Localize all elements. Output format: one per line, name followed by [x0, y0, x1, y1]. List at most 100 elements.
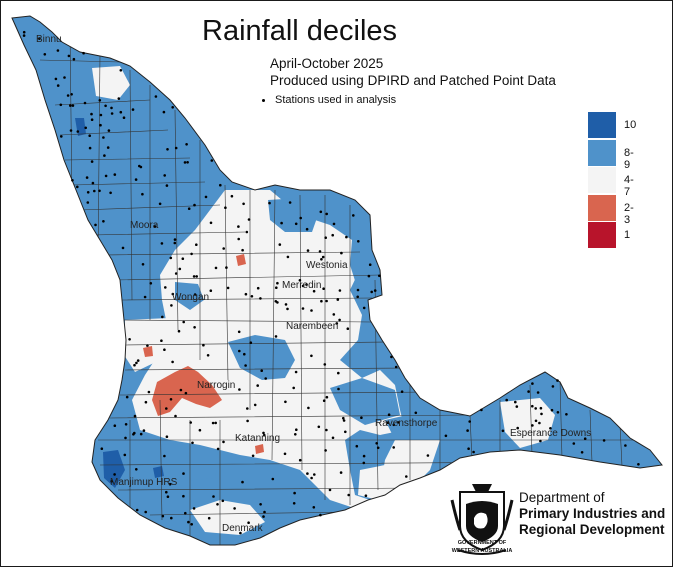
station-dot: [135, 508, 139, 512]
station-dot: [22, 34, 26, 37]
station-dot: [256, 384, 260, 387]
station-dot: [336, 298, 340, 301]
station-dot: [294, 222, 298, 226]
station-dot: [211, 421, 215, 425]
station-dot: [209, 221, 213, 225]
station-dot: [624, 444, 627, 447]
station-dot: [128, 338, 131, 341]
station-dot: [91, 181, 95, 185]
station-dot: [238, 349, 241, 353]
station-dot: [66, 94, 70, 97]
station-dot: [189, 421, 192, 424]
crest-icon: [450, 484, 514, 555]
station-dot: [98, 99, 102, 102]
station-dot: [165, 490, 168, 494]
station-dot: [356, 295, 360, 299]
station-dot: [224, 206, 227, 209]
stations-label: Stations used in analysis: [275, 94, 397, 106]
station-dot: [154, 95, 158, 98]
station-dot: [516, 426, 519, 430]
station-dot: [531, 382, 534, 385]
station-dot: [72, 57, 76, 61]
station-dot: [362, 306, 366, 310]
station-dot: [338, 318, 341, 322]
station-dot: [501, 429, 505, 433]
station-dot: [86, 191, 90, 194]
station-dot: [246, 407, 249, 410]
station-dot: [276, 281, 279, 285]
station-dot: [54, 77, 58, 81]
station-dot: [168, 482, 172, 486]
station-dot: [121, 246, 125, 250]
station-dot: [305, 283, 308, 286]
station-dot: [207, 516, 211, 520]
station-dot: [93, 189, 96, 193]
station-dot: [360, 416, 363, 420]
station-dot: [468, 420, 472, 423]
station-dot: [198, 428, 202, 432]
station-dot: [396, 421, 400, 424]
town-label: Narembeen: [286, 321, 339, 332]
station-dot: [22, 30, 26, 34]
map-title: Rainfall deciles: [202, 15, 398, 47]
station-dot: [565, 413, 568, 416]
station-dot: [293, 491, 296, 495]
station-dot: [244, 364, 247, 367]
station-dot: [378, 274, 381, 278]
station-dot: [174, 146, 178, 150]
station-dot: [142, 429, 146, 432]
station-dot: [60, 135, 63, 138]
station-dot: [86, 201, 90, 204]
station-dot: [131, 108, 135, 111]
station-dot: [556, 411, 560, 414]
station-dot: [171, 292, 175, 296]
station-dot: [88, 134, 91, 137]
station-dot: [143, 295, 147, 299]
station-dot: [237, 237, 240, 241]
station-dot: [144, 510, 147, 514]
station-dot: [318, 250, 322, 253]
station-dot: [76, 130, 80, 133]
station-dot: [387, 413, 391, 417]
station-dot: [192, 507, 196, 510]
station-dot: [222, 247, 225, 250]
station-dot: [313, 473, 316, 476]
station-dot: [328, 488, 332, 492]
station-dot: [226, 286, 230, 290]
station-dot-icon: [262, 98, 265, 102]
station-dot: [104, 174, 108, 178]
station-dot: [346, 327, 350, 331]
station-dot: [310, 476, 313, 480]
station-dot: [514, 400, 517, 404]
town-label: Wongan: [172, 292, 210, 303]
station-dot: [244, 292, 248, 296]
station-dot: [338, 289, 342, 292]
station-dot: [173, 238, 177, 241]
station-dot: [337, 387, 340, 391]
station-dot: [94, 223, 97, 227]
station-dot: [368, 263, 372, 267]
station-dot: [286, 307, 289, 311]
station-dot: [173, 241, 177, 245]
station-dot: [373, 289, 377, 292]
station-dot: [99, 113, 103, 117]
station-dot: [193, 293, 197, 296]
station-dot: [260, 369, 264, 373]
station-dot: [241, 480, 244, 484]
station-dot: [283, 452, 287, 456]
station-dot: [110, 106, 113, 110]
station-dot: [56, 49, 60, 52]
station-dot: [317, 425, 321, 429]
station-dot: [67, 54, 71, 58]
station-dot: [286, 255, 290, 259]
station-dot: [301, 307, 305, 310]
station-dot: [531, 424, 534, 427]
station-dot: [444, 434, 448, 438]
station-dot: [241, 248, 244, 252]
station-dot: [274, 300, 278, 303]
station-dot: [307, 406, 310, 410]
station-dot: [178, 267, 182, 271]
station-dot: [262, 431, 265, 435]
station-dot: [133, 363, 136, 367]
station-dot: [169, 398, 173, 401]
